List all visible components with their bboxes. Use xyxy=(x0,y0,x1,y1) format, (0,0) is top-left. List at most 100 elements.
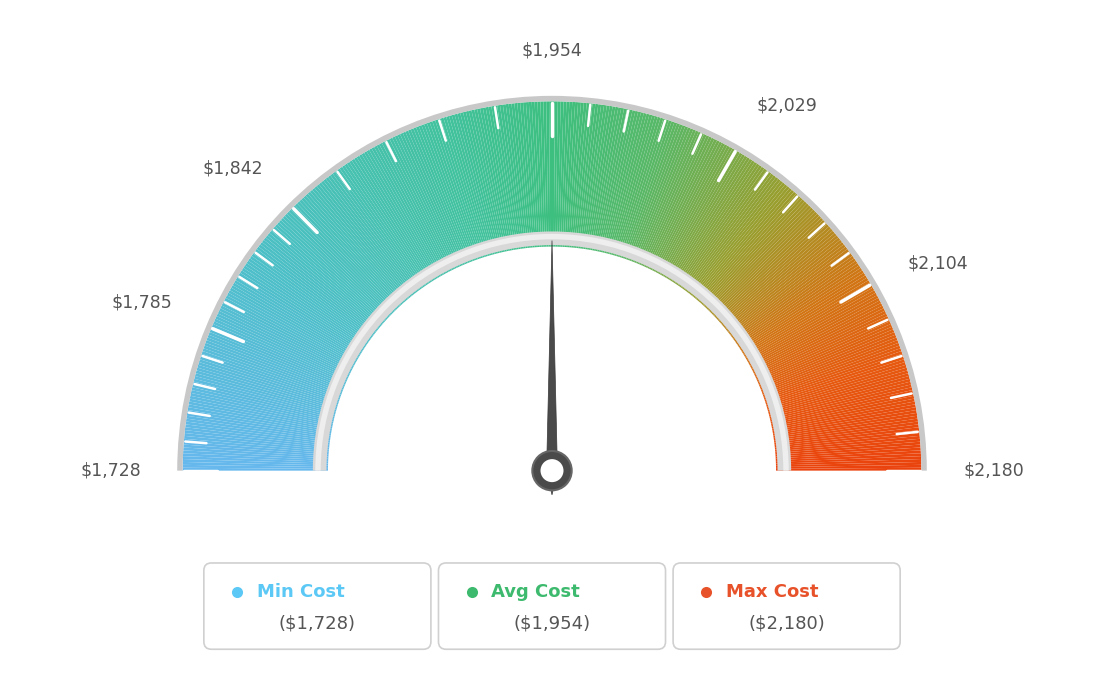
Wedge shape xyxy=(234,280,360,357)
Wedge shape xyxy=(741,273,866,352)
Wedge shape xyxy=(361,152,438,279)
Wedge shape xyxy=(719,224,829,322)
Wedge shape xyxy=(723,233,837,328)
Wedge shape xyxy=(700,194,798,304)
Wedge shape xyxy=(588,106,616,250)
Wedge shape xyxy=(183,444,329,457)
Wedge shape xyxy=(502,104,524,248)
Wedge shape xyxy=(755,316,889,378)
Wedge shape xyxy=(471,110,505,252)
Wedge shape xyxy=(340,167,425,287)
Wedge shape xyxy=(749,293,877,364)
Wedge shape xyxy=(666,152,743,279)
Wedge shape xyxy=(772,399,915,428)
Wedge shape xyxy=(654,141,722,272)
Wedge shape xyxy=(757,324,892,383)
Wedge shape xyxy=(629,124,682,261)
Wedge shape xyxy=(235,277,361,355)
Wedge shape xyxy=(769,384,912,420)
Wedge shape xyxy=(636,128,693,264)
Wedge shape xyxy=(422,124,475,261)
Wedge shape xyxy=(359,154,436,279)
Wedge shape xyxy=(192,387,333,422)
Wedge shape xyxy=(266,235,380,329)
Wedge shape xyxy=(206,337,343,391)
Wedge shape xyxy=(367,150,440,277)
Wedge shape xyxy=(511,104,529,248)
Wedge shape xyxy=(435,119,482,258)
Wedge shape xyxy=(269,230,382,326)
Wedge shape xyxy=(321,181,413,296)
Wedge shape xyxy=(246,261,368,345)
Wedge shape xyxy=(194,376,336,415)
Wedge shape xyxy=(603,111,638,253)
Wedge shape xyxy=(184,433,329,450)
Wedge shape xyxy=(326,177,416,294)
Wedge shape xyxy=(597,109,629,252)
Wedge shape xyxy=(317,184,411,298)
Wedge shape xyxy=(209,332,344,388)
Wedge shape xyxy=(601,110,636,253)
Wedge shape xyxy=(198,362,338,406)
Wedge shape xyxy=(768,373,909,413)
Wedge shape xyxy=(379,143,448,273)
Wedge shape xyxy=(312,231,792,471)
Wedge shape xyxy=(205,340,342,393)
Wedge shape xyxy=(518,103,532,248)
Wedge shape xyxy=(578,104,598,248)
Wedge shape xyxy=(316,234,788,471)
Wedge shape xyxy=(306,194,404,304)
Wedge shape xyxy=(566,102,578,247)
Wedge shape xyxy=(742,275,867,353)
Wedge shape xyxy=(730,246,848,336)
Wedge shape xyxy=(756,319,890,380)
Wedge shape xyxy=(427,122,478,260)
Wedge shape xyxy=(764,351,902,400)
Wedge shape xyxy=(746,288,874,361)
Wedge shape xyxy=(185,419,330,441)
Wedge shape xyxy=(397,134,459,267)
Wedge shape xyxy=(776,451,921,460)
Wedge shape xyxy=(549,101,552,246)
Wedge shape xyxy=(217,310,350,375)
Wedge shape xyxy=(776,456,921,464)
Wedge shape xyxy=(665,151,740,278)
Wedge shape xyxy=(714,216,821,317)
Wedge shape xyxy=(750,298,880,367)
Wedge shape xyxy=(733,253,852,340)
Wedge shape xyxy=(775,427,920,446)
Wedge shape xyxy=(745,285,873,359)
Wedge shape xyxy=(705,201,807,308)
Wedge shape xyxy=(301,197,401,306)
Wedge shape xyxy=(712,212,817,315)
Wedge shape xyxy=(182,462,328,467)
Wedge shape xyxy=(773,413,917,437)
Wedge shape xyxy=(290,208,395,313)
Wedge shape xyxy=(449,115,491,255)
Wedge shape xyxy=(332,172,421,290)
Wedge shape xyxy=(774,419,919,441)
Wedge shape xyxy=(214,319,348,380)
Wedge shape xyxy=(241,270,364,351)
Wedge shape xyxy=(677,164,760,286)
Wedge shape xyxy=(675,162,757,284)
Wedge shape xyxy=(466,111,501,253)
Wedge shape xyxy=(765,359,905,405)
Wedge shape xyxy=(245,263,367,346)
Wedge shape xyxy=(532,101,541,247)
Wedge shape xyxy=(225,295,354,366)
Wedge shape xyxy=(187,416,330,439)
Wedge shape xyxy=(491,106,517,250)
Wedge shape xyxy=(580,104,602,248)
Wedge shape xyxy=(182,465,328,469)
Wedge shape xyxy=(775,442,921,455)
Wedge shape xyxy=(584,105,607,249)
Wedge shape xyxy=(215,316,349,378)
Wedge shape xyxy=(195,373,336,413)
Text: $1,954: $1,954 xyxy=(521,41,583,59)
Wedge shape xyxy=(758,329,894,386)
Text: $1,842: $1,842 xyxy=(203,160,264,178)
Wedge shape xyxy=(585,106,609,249)
Wedge shape xyxy=(229,290,357,363)
Wedge shape xyxy=(357,156,435,281)
